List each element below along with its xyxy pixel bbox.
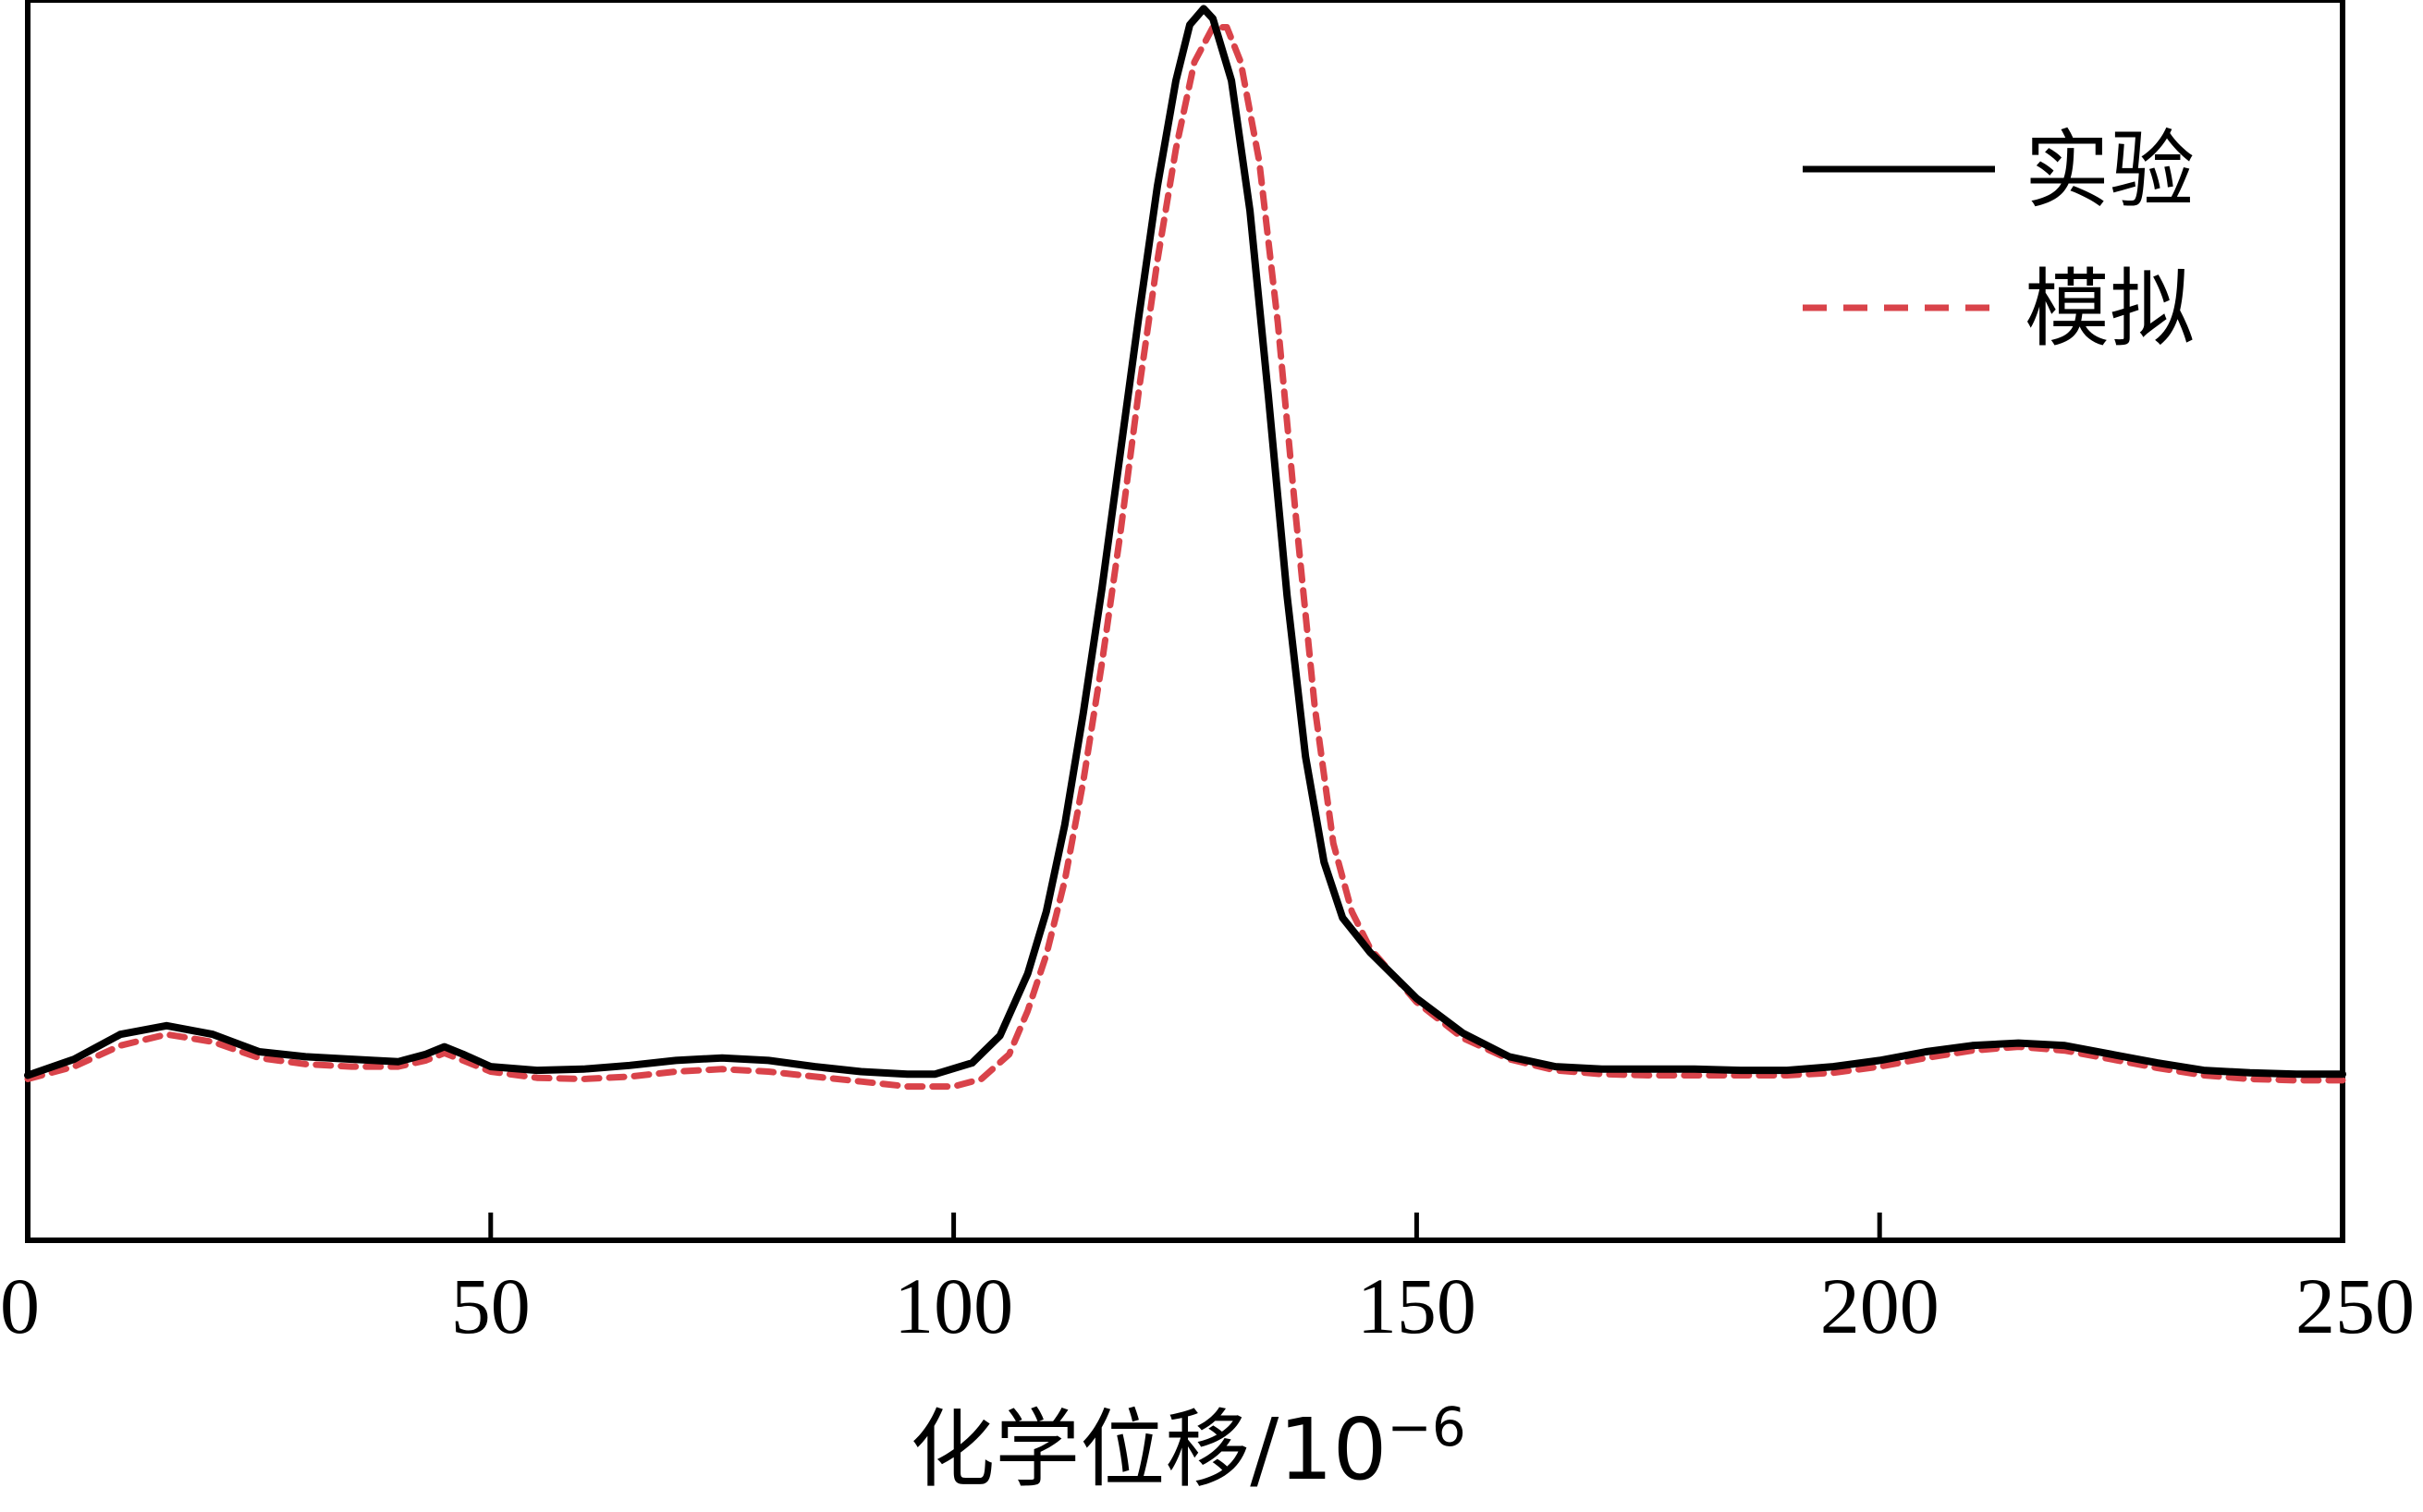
- legend: 实验 模拟: [1803, 121, 2195, 359]
- series-line-1: [24, 5, 2346, 1079]
- x-tick-label: 150: [1357, 1262, 1476, 1350]
- x-tick-label: 100: [894, 1262, 1013, 1350]
- legend-label-series-1: 实验: [2025, 121, 2195, 220]
- x-axis-title-text: 化学位移/10: [910, 1400, 1387, 1499]
- x-tick-label: 50: [451, 1262, 531, 1350]
- series-line-2: [24, 24, 2346, 1091]
- x-axis-title: 化学位移/10−6: [910, 1396, 1466, 1499]
- series-layer: [24, 5, 2346, 1091]
- x-tick-label: 200: [1820, 1262, 1940, 1350]
- x-tick-label: 0: [0, 1262, 40, 1350]
- x-axis-title-exponent: −6: [1387, 1396, 1466, 1458]
- x-tick-label: 250: [2295, 1262, 2415, 1350]
- legend-label-series-2: 模拟: [2025, 260, 2195, 359]
- x-axis-ticks: [25, 1213, 2345, 1240]
- plot-frame: [25, 0, 2345, 1243]
- x-axis-tick-labels: 0 50 100 150 200 250: [0, 1262, 2415, 1350]
